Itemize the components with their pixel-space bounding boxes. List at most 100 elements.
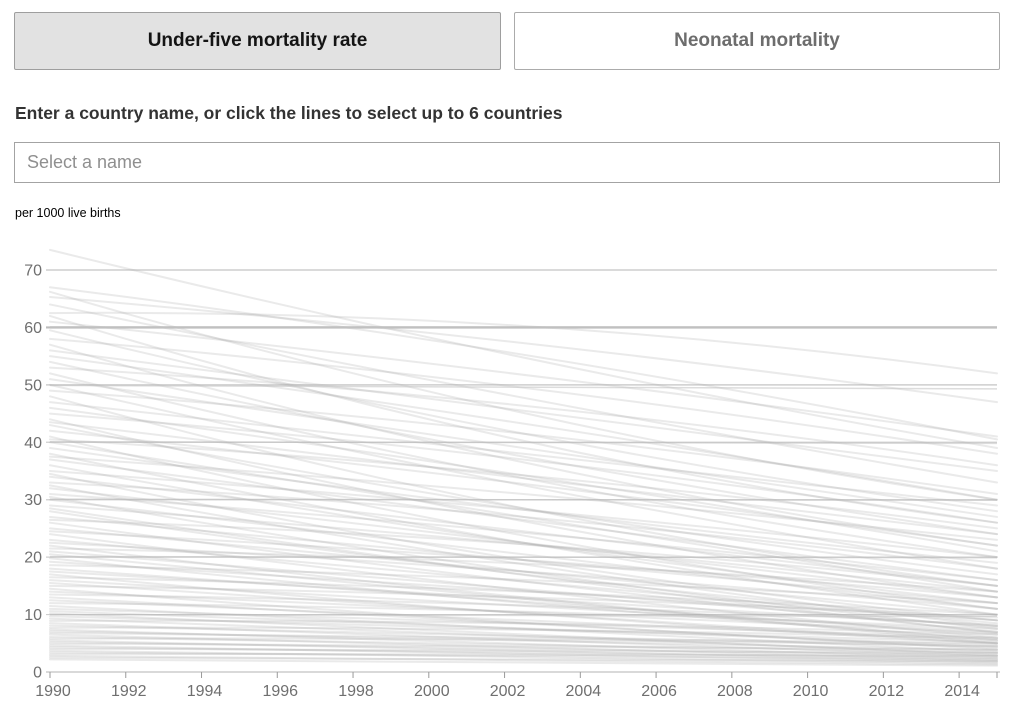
country-line[interactable] bbox=[49, 521, 998, 633]
country-line-flat[interactable] bbox=[49, 555, 998, 559]
country-line[interactable] bbox=[49, 383, 998, 570]
country-line[interactable] bbox=[49, 389, 998, 495]
country-line[interactable] bbox=[49, 455, 998, 541]
country-line[interactable] bbox=[49, 355, 998, 501]
country-line-flat[interactable] bbox=[49, 440, 998, 445]
country-line[interactable] bbox=[49, 530, 998, 599]
country-line[interactable] bbox=[49, 656, 998, 663]
country-line[interactable] bbox=[49, 507, 998, 634]
country-line[interactable] bbox=[49, 495, 998, 630]
country-line[interactable] bbox=[49, 646, 998, 659]
country-line[interactable] bbox=[49, 637, 998, 648]
country-line[interactable] bbox=[49, 395, 998, 587]
country-line[interactable] bbox=[49, 533, 998, 639]
country-line[interactable] bbox=[49, 633, 998, 661]
country-line[interactable] bbox=[49, 290, 998, 501]
country-line[interactable] bbox=[49, 366, 998, 467]
country-line[interactable] bbox=[49, 286, 998, 441]
country-search-input[interactable] bbox=[14, 142, 1000, 183]
country-line[interactable] bbox=[49, 602, 998, 630]
country-line[interactable] bbox=[49, 567, 998, 636]
country-line[interactable] bbox=[49, 303, 998, 484]
country-line[interactable] bbox=[49, 378, 998, 518]
country-line[interactable] bbox=[49, 547, 998, 593]
country-line[interactable] bbox=[49, 649, 998, 665]
country-line[interactable] bbox=[49, 510, 998, 622]
country-line[interactable] bbox=[49, 518, 998, 587]
country-line[interactable] bbox=[49, 639, 998, 663]
country-line[interactable] bbox=[49, 617, 998, 655]
country-line[interactable] bbox=[49, 248, 998, 450]
country-line[interactable] bbox=[49, 406, 998, 553]
country-line[interactable] bbox=[49, 619, 998, 636]
country-line[interactable] bbox=[49, 421, 998, 536]
country-line[interactable] bbox=[49, 570, 998, 628]
country-line[interactable] bbox=[49, 658, 998, 667]
country-line[interactable] bbox=[49, 435, 998, 610]
country-line[interactable] bbox=[49, 541, 998, 610]
country-line[interactable] bbox=[49, 635, 998, 654]
country-line[interactable] bbox=[49, 295, 998, 404]
mortality-line-chart[interactable]: 0 10 20 30 40 50 60 70 1990 1992 1994 1996 1998 2000 2… bbox=[0, 228, 1015, 715]
country-line[interactable] bbox=[49, 584, 998, 619]
country-line[interactable] bbox=[49, 504, 998, 593]
country-line[interactable] bbox=[49, 615, 998, 644]
country-line[interactable] bbox=[49, 458, 998, 582]
country-line-flat[interactable] bbox=[49, 384, 998, 390]
country-line[interactable] bbox=[49, 481, 998, 570]
country-line[interactable] bbox=[49, 560, 998, 622]
country-line[interactable] bbox=[49, 610, 998, 647]
country-line[interactable] bbox=[49, 538, 998, 625]
country-line[interactable] bbox=[49, 573, 998, 645]
country-line[interactable] bbox=[49, 626, 998, 640]
country-line[interactable] bbox=[49, 515, 998, 605]
country-line[interactable] bbox=[49, 654, 998, 666]
country-line-flat[interactable] bbox=[49, 613, 998, 618]
country-line[interactable] bbox=[49, 604, 998, 653]
country-line[interactable] bbox=[49, 607, 998, 639]
country-line[interactable] bbox=[49, 464, 998, 605]
country-line[interactable] bbox=[49, 487, 998, 599]
tab-under-five-mortality[interactable]: Under-five mortality rate bbox=[14, 12, 501, 70]
country-line[interactable] bbox=[49, 447, 998, 564]
country-line[interactable] bbox=[49, 564, 998, 605]
country-line[interactable] bbox=[49, 343, 998, 547]
country-line[interactable] bbox=[49, 329, 998, 513]
country-line[interactable] bbox=[49, 452, 998, 616]
country-line[interactable] bbox=[49, 581, 998, 645]
country-line[interactable] bbox=[49, 590, 998, 634]
country-line[interactable] bbox=[49, 630, 998, 652]
country-line[interactable] bbox=[49, 652, 998, 657]
country-line-flat[interactable] bbox=[49, 498, 998, 502]
country-line[interactable] bbox=[49, 557, 998, 640]
country-line[interactable] bbox=[49, 441, 998, 593]
country-line[interactable] bbox=[49, 360, 998, 536]
country-line[interactable] bbox=[49, 576, 998, 616]
country-line[interactable] bbox=[49, 544, 998, 642]
country-line[interactable] bbox=[49, 320, 998, 438]
country-line[interactable] bbox=[49, 412, 998, 524]
country-line[interactable] bbox=[49, 472, 998, 622]
country-line[interactable] bbox=[49, 401, 998, 507]
country-line[interactable] bbox=[49, 498, 998, 610]
country-line[interactable] bbox=[49, 622, 998, 658]
country-line[interactable] bbox=[49, 349, 998, 472]
country-line[interactable] bbox=[49, 311, 998, 375]
country-line[interactable] bbox=[49, 624, 998, 648]
country-line[interactable] bbox=[49, 587, 998, 649]
country-line[interactable] bbox=[49, 596, 998, 651]
country-line[interactable] bbox=[49, 628, 998, 660]
country-line[interactable] bbox=[49, 484, 998, 628]
country-line[interactable] bbox=[49, 579, 998, 633]
country-line[interactable] bbox=[49, 593, 998, 626]
country-line[interactable] bbox=[49, 651, 998, 661]
country-line[interactable] bbox=[49, 470, 998, 559]
country-line[interactable] bbox=[49, 641, 998, 657]
tab-neonatal-mortality[interactable]: Neonatal mortality bbox=[514, 12, 1000, 70]
country-line[interactable] bbox=[49, 475, 998, 587]
country-line[interactable] bbox=[49, 527, 998, 616]
country-line[interactable] bbox=[49, 492, 998, 582]
country-line[interactable] bbox=[49, 438, 998, 530]
country-line[interactable] bbox=[49, 644, 998, 664]
country-line[interactable] bbox=[49, 429, 998, 547]
